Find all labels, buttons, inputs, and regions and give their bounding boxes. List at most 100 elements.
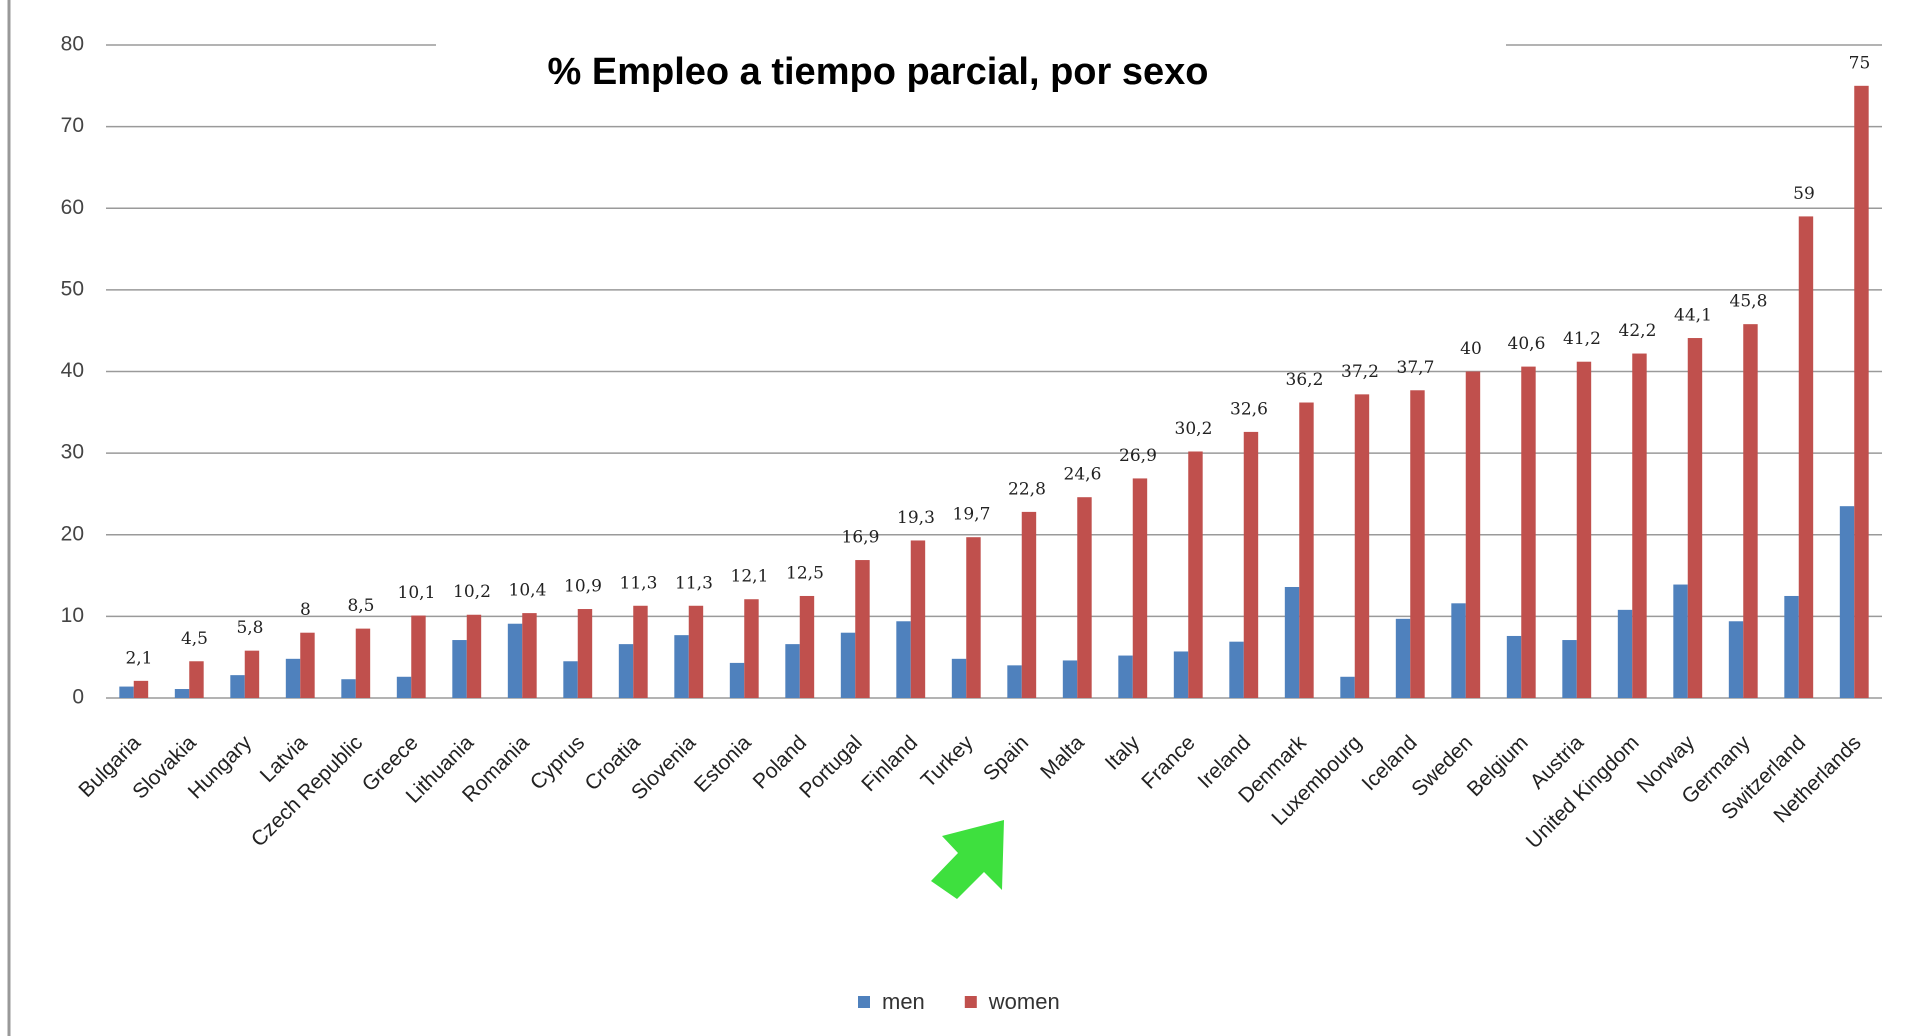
- data-label: 75: [1849, 53, 1871, 73]
- bar: [1410, 390, 1425, 698]
- bar: [618, 644, 634, 698]
- legend-swatch: [964, 996, 977, 1008]
- y-tick-label: 0: [72, 686, 84, 709]
- x-tick-label: Turkey: [917, 731, 978, 792]
- data-label: 19,3: [897, 508, 935, 528]
- data-label: 12,1: [731, 567, 769, 587]
- bar: [1007, 665, 1022, 698]
- x-tick-label: France: [1137, 731, 1199, 793]
- bar: [744, 599, 759, 698]
- bar: [1243, 431, 1259, 698]
- y-tick-label: 40: [61, 359, 84, 382]
- data-label: 4,5: [181, 629, 208, 649]
- bar: [1299, 402, 1314, 698]
- data-label: 10,9: [564, 577, 602, 597]
- bar: [1284, 586, 1300, 698]
- bar: [1728, 621, 1744, 698]
- bar: [1839, 506, 1855, 698]
- bar: [674, 635, 689, 698]
- bar: [729, 662, 745, 698]
- bar: [910, 540, 926, 698]
- x-tick-label: Malta: [1036, 731, 1089, 784]
- bar: [341, 679, 356, 698]
- bar: [1743, 324, 1758, 698]
- bar: [522, 613, 537, 698]
- y-tick-label: 80: [61, 33, 84, 56]
- y-tick-label: 50: [61, 277, 84, 300]
- data-label: 8: [300, 600, 311, 620]
- bar: [1562, 640, 1577, 698]
- bar: [1118, 655, 1133, 698]
- bar: [1687, 338, 1703, 698]
- bar: [1798, 216, 1814, 698]
- data-label: 42,2: [1619, 321, 1657, 341]
- bar: [1784, 595, 1799, 698]
- bar: [633, 605, 648, 698]
- bar: [1188, 451, 1203, 698]
- bar: [355, 628, 371, 698]
- bar: [1173, 651, 1189, 698]
- bar: [1340, 676, 1355, 698]
- legend-label: men: [882, 989, 925, 1014]
- bar: [1354, 394, 1370, 698]
- data-label: 59: [1793, 184, 1815, 204]
- data-label: 8,5: [347, 596, 374, 616]
- legend-swatch: [858, 996, 870, 1008]
- bar: [411, 615, 426, 698]
- bar: [1521, 366, 1536, 698]
- data-label: 10,2: [453, 582, 491, 602]
- bar: [507, 623, 523, 698]
- arrow-annotation: [931, 820, 1004, 899]
- bar: [688, 605, 704, 698]
- y-tick-label: 20: [61, 522, 84, 545]
- bar: [1465, 371, 1481, 698]
- bar: [1617, 609, 1633, 698]
- bar: [785, 644, 800, 698]
- data-label: 26,9: [1119, 446, 1157, 466]
- bar: [1395, 618, 1411, 698]
- bar: [1077, 497, 1092, 698]
- bar: [119, 686, 134, 698]
- data-label: 32,6: [1230, 399, 1268, 419]
- bar: [466, 614, 482, 698]
- bar: [1673, 584, 1688, 698]
- bar: [1506, 635, 1522, 698]
- bar: [951, 658, 967, 698]
- bar: [855, 560, 870, 698]
- data-label: 36,2: [1286, 370, 1324, 390]
- bar: [896, 621, 911, 698]
- data-label: 24,6: [1064, 465, 1102, 485]
- bar: [1132, 478, 1148, 698]
- y-tick-label: 30: [61, 441, 84, 464]
- data-label: 2,1: [125, 648, 152, 668]
- x-tick-label: Italy: [1101, 731, 1145, 775]
- x-tick-label: Portugal: [795, 731, 867, 803]
- x-tick-label: Finland: [857, 731, 922, 796]
- bar: [1854, 85, 1869, 698]
- bar: [189, 661, 204, 698]
- data-label: 40: [1460, 339, 1482, 359]
- bar: [1451, 603, 1466, 698]
- data-label: 5,8: [236, 618, 263, 638]
- data-label: 37,2: [1341, 362, 1379, 382]
- bar: [244, 650, 260, 698]
- data-label: 41,2: [1563, 329, 1601, 349]
- data-label: 19,7: [953, 505, 991, 525]
- bar: [840, 632, 856, 698]
- data-label: 11,3: [620, 573, 658, 593]
- chart-title: % Empleo a tiempo parcial, por sexo: [548, 51, 1209, 93]
- x-tick-label: Estonia: [690, 731, 756, 797]
- data-label: 10,1: [398, 583, 436, 603]
- bar: [1062, 660, 1078, 698]
- bar: [300, 632, 315, 698]
- data-label: 37,7: [1397, 358, 1435, 378]
- bar: [396, 676, 412, 698]
- data-label: 45,8: [1730, 292, 1768, 312]
- bar: [563, 661, 578, 698]
- bar: [1229, 641, 1244, 698]
- bar: [230, 675, 245, 698]
- bar: [799, 595, 815, 698]
- data-label: 12,5: [786, 563, 824, 583]
- x-tick-label: Cyprus: [526, 731, 589, 794]
